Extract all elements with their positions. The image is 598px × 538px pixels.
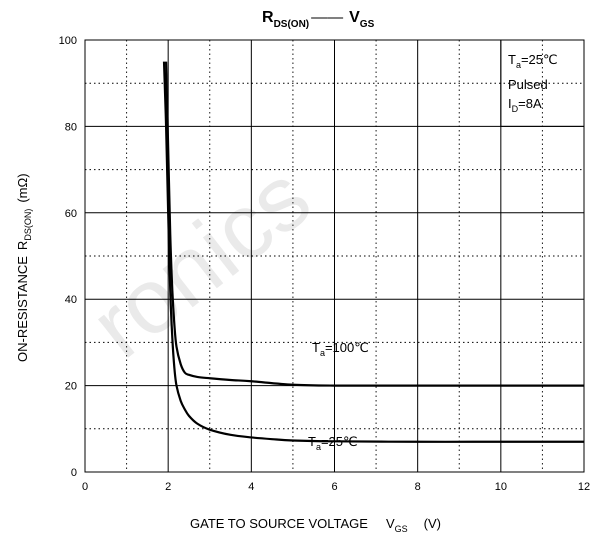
- title-main: R: [262, 9, 274, 26]
- title-separator: ——: [311, 9, 343, 26]
- y-tick-label: 40: [65, 294, 77, 306]
- x-tick-label: 8: [415, 481, 421, 493]
- series-line-25c: [162, 61, 584, 443]
- y-tick-label: 60: [65, 208, 77, 220]
- grid-lines: [85, 40, 584, 472]
- y-tick-label: 100: [59, 35, 77, 47]
- condition-pulsed: Pulsed: [508, 77, 548, 92]
- conditions-box: Ta=25℃ Pulsed ID=8A: [500, 40, 584, 127]
- tick-labels: 0 2 4 6 8 10 12 0 20 40 60 80 100: [59, 35, 590, 493]
- y-tick-label: 0: [71, 467, 77, 479]
- x-tick-label: 0: [82, 481, 88, 493]
- plot-frame: [84, 39, 585, 473]
- x-axis-title: GATE TO SOURCE VOLTAGE VGS (V): [190, 516, 441, 534]
- chart-title: RDS(ON) —— VGS: [262, 9, 375, 30]
- y-tick-label: 80: [65, 121, 77, 133]
- x-tick-label: 10: [495, 481, 507, 493]
- data-series: [162, 61, 584, 443]
- condition-drain-current: ID=8A: [508, 96, 542, 114]
- series-line-100c: [164, 61, 584, 387]
- title-main-sub: DS(ON): [274, 19, 310, 30]
- x-tick-label: 2: [165, 481, 171, 493]
- x-tick-label: 6: [331, 481, 337, 493]
- series-label-100c: Ta=100℃: [312, 340, 369, 358]
- y-tick-label: 20: [65, 381, 77, 393]
- condition-temperature: Ta=25℃: [508, 52, 558, 70]
- title-second: V: [349, 9, 360, 26]
- x-tick-label: 4: [248, 481, 254, 493]
- x-tick-label: 12: [578, 481, 590, 493]
- watermark-text: ronics: [73, 146, 329, 377]
- series-label-25c: Ta=25℃: [308, 434, 358, 452]
- title-second-sub: GS: [360, 19, 375, 30]
- y-axis-title: ON-RESISTANCERDS(ON)(mΩ): [15, 173, 33, 362]
